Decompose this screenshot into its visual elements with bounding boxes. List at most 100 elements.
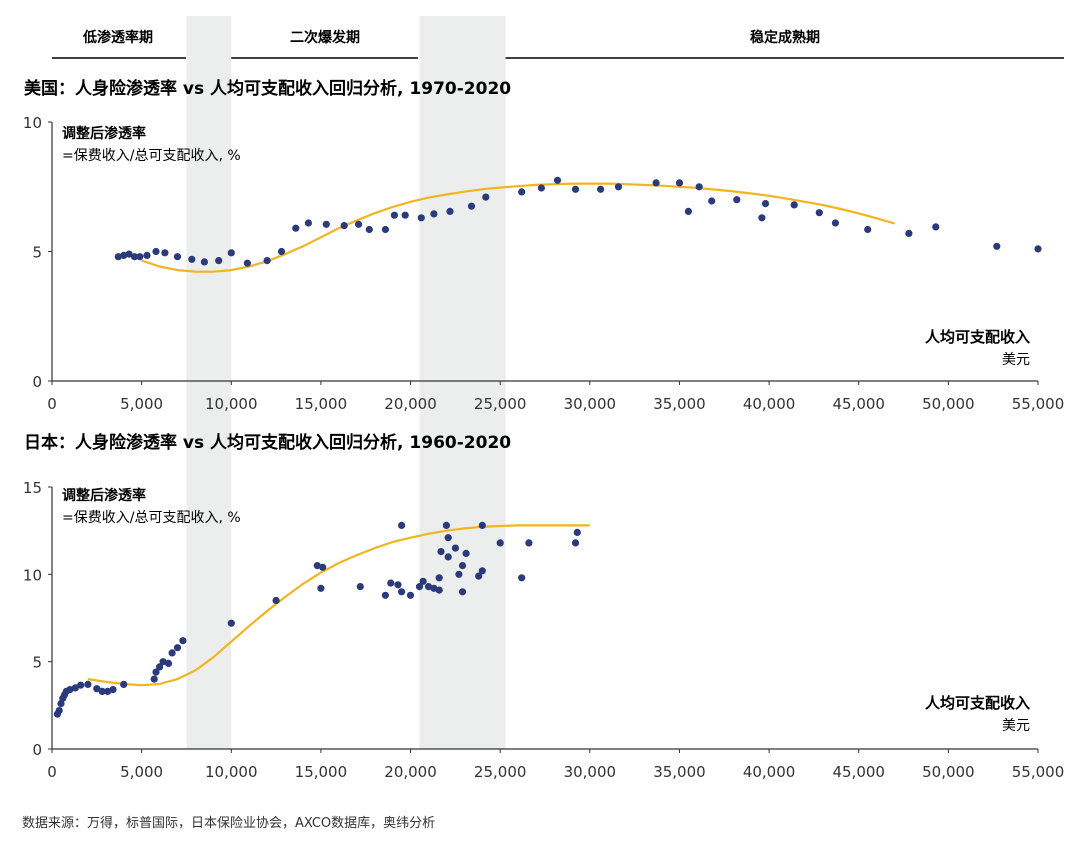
us-data-point xyxy=(304,219,312,227)
jp-data-point xyxy=(462,549,470,558)
us-x-tick-label: 15,000 xyxy=(295,395,348,413)
source-note: 数据来源：万得，标普国际，日本保险业协会，AXCO数据库，奥纬分析 xyxy=(22,815,435,831)
us-data-point xyxy=(675,179,684,187)
jp-data-point xyxy=(98,687,106,696)
japan-ylabel: 调整后渗透率 xyxy=(62,487,146,504)
japan-xlabel: 人均可支配收入 xyxy=(925,694,1030,712)
us-data-point xyxy=(227,249,235,257)
japan-ylabel-sub: =保费收入/总可支配收入, % xyxy=(62,510,241,526)
jp-data-point xyxy=(381,591,389,599)
us-y-tick-label: 5 xyxy=(32,244,42,262)
us-data-point xyxy=(733,196,741,204)
jp-y-tick-label: 0 xyxy=(32,741,42,759)
phase-label-mature: 稳定成熟期 xyxy=(750,29,820,46)
jp-data-point xyxy=(394,581,402,589)
jp-data-point xyxy=(227,619,235,627)
jp-data-point xyxy=(93,685,101,693)
jp-data-point xyxy=(156,663,164,671)
jp-data-point xyxy=(458,562,467,570)
us-data-point xyxy=(708,197,716,205)
us-points xyxy=(114,176,1042,267)
jp-data-point xyxy=(313,562,321,570)
jp-x-tick-label: 15,000 xyxy=(295,763,348,781)
jp-data-point xyxy=(152,668,160,676)
phase-label-boom: 二次爆发期 xyxy=(290,29,360,46)
japan-axes: 0 5 10 15 0 5,000 10,000 15,000 20,000 25,000 30,0… xyxy=(23,479,1064,781)
jp-data-point xyxy=(424,583,433,591)
jp-data-point xyxy=(415,583,424,591)
us-data-point xyxy=(340,222,348,230)
us-data-point xyxy=(790,201,798,209)
us-x-tick-label: 10,000 xyxy=(205,395,258,413)
us-data-point xyxy=(482,193,490,201)
us-data-point xyxy=(417,214,425,222)
jp-data-point xyxy=(398,521,406,530)
phase-bands xyxy=(186,16,506,749)
jp-x-tick-label: 45,000 xyxy=(832,763,885,781)
jp-data-point xyxy=(406,591,415,599)
us-xlabel-sub: 美元 xyxy=(1002,352,1030,368)
us-data-point xyxy=(758,214,766,222)
jp-data-point xyxy=(387,579,395,587)
us-data-point xyxy=(446,207,454,215)
us-data-point xyxy=(292,224,300,232)
us-y-tick-label: 10 xyxy=(23,114,42,132)
japan-chart-title: 日本：人身险渗透率 vs 人均可支配收入回归分析, 1960-2020 xyxy=(24,432,511,453)
us-y-tick-label: 0 xyxy=(32,373,42,391)
us-data-point xyxy=(173,253,182,261)
us-data-point xyxy=(993,242,1001,250)
us-data-point xyxy=(188,255,196,263)
us-fit-curve xyxy=(141,182,895,273)
jp-data-point xyxy=(109,686,117,694)
us-data-point xyxy=(571,185,580,193)
us-data-point xyxy=(553,176,562,184)
us-data-point xyxy=(263,257,271,265)
japan-chart: 日本：人身险渗透率 vs 人均可支配收入回归分析, 1960-2020 调整后渗… xyxy=(23,432,1064,781)
us-data-point xyxy=(390,211,398,219)
jp-data-point xyxy=(317,584,325,592)
japan-xlabel-sub: 美元 xyxy=(1002,718,1030,734)
jp-data-point xyxy=(571,539,580,547)
jp-y-tick-label: 10 xyxy=(23,566,42,584)
jp-x-tick-label: 50,000 xyxy=(922,763,975,781)
jp-y-tick-label: 15 xyxy=(23,479,42,497)
phase-label-low: 低渗透率期 xyxy=(82,29,153,46)
jp-data-point xyxy=(444,534,452,542)
jp-data-point xyxy=(179,637,187,645)
jp-x-tick-label: 55,000 xyxy=(1012,763,1065,781)
us-data-point xyxy=(143,251,151,259)
jp-x-tick-label: 5,000 xyxy=(120,763,163,781)
us-data-point xyxy=(932,223,940,231)
us-data-point xyxy=(1034,245,1042,253)
us-x-tick-label: 5,000 xyxy=(120,395,163,413)
jp-data-point xyxy=(168,649,176,657)
jp-data-point xyxy=(419,577,427,585)
jp-data-point xyxy=(455,570,463,578)
us-data-point xyxy=(537,184,546,192)
us-data-point xyxy=(518,188,526,196)
us-x-tick-label: 25,000 xyxy=(474,395,527,413)
us-data-point xyxy=(130,253,139,261)
us-data-point xyxy=(381,225,389,234)
jp-fit-line xyxy=(87,524,590,687)
us-data-point xyxy=(684,207,693,215)
jp-data-point xyxy=(71,684,79,692)
us-data-point xyxy=(161,249,169,257)
us-data-point xyxy=(614,183,623,191)
jp-data-point xyxy=(120,680,128,689)
us-chart: 美国：人身险渗透率 vs 人均可支配收入回归分析, 1970-2020 调整后渗… xyxy=(23,78,1064,413)
jp-data-point xyxy=(435,574,443,582)
us-fit-line xyxy=(141,182,895,273)
phase-band-1 xyxy=(419,16,506,749)
us-x-tick-label: 0 xyxy=(47,395,57,413)
jp-data-point xyxy=(77,681,85,689)
jp-data-point xyxy=(573,528,581,537)
us-data-point xyxy=(815,209,823,217)
us-x-tick-label: 35,000 xyxy=(653,395,706,413)
jp-data-point xyxy=(442,521,450,530)
jp-x-tick-label: 35,000 xyxy=(653,763,706,781)
us-data-point xyxy=(136,253,144,261)
us-data-point xyxy=(430,210,438,218)
